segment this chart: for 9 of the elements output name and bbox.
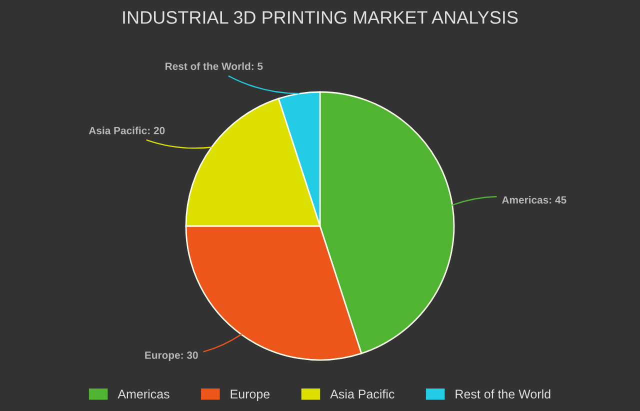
data-label: Americas: 45 xyxy=(502,196,566,204)
legend-label: Rest of the World xyxy=(456,389,550,399)
legend-label: Asia Pacific xyxy=(330,389,394,399)
data-label: Asia Pacific: 20 xyxy=(88,126,165,134)
data-label: Rest of the World: 5 xyxy=(166,62,263,70)
legend-label: Americas xyxy=(118,389,170,399)
chart-title: INDUSTRIAL 3D PRINTING MARKET ANALYSIS xyxy=(123,11,518,24)
data-label: Europe: 30 xyxy=(145,352,198,361)
legend-label: Europe xyxy=(230,390,270,401)
